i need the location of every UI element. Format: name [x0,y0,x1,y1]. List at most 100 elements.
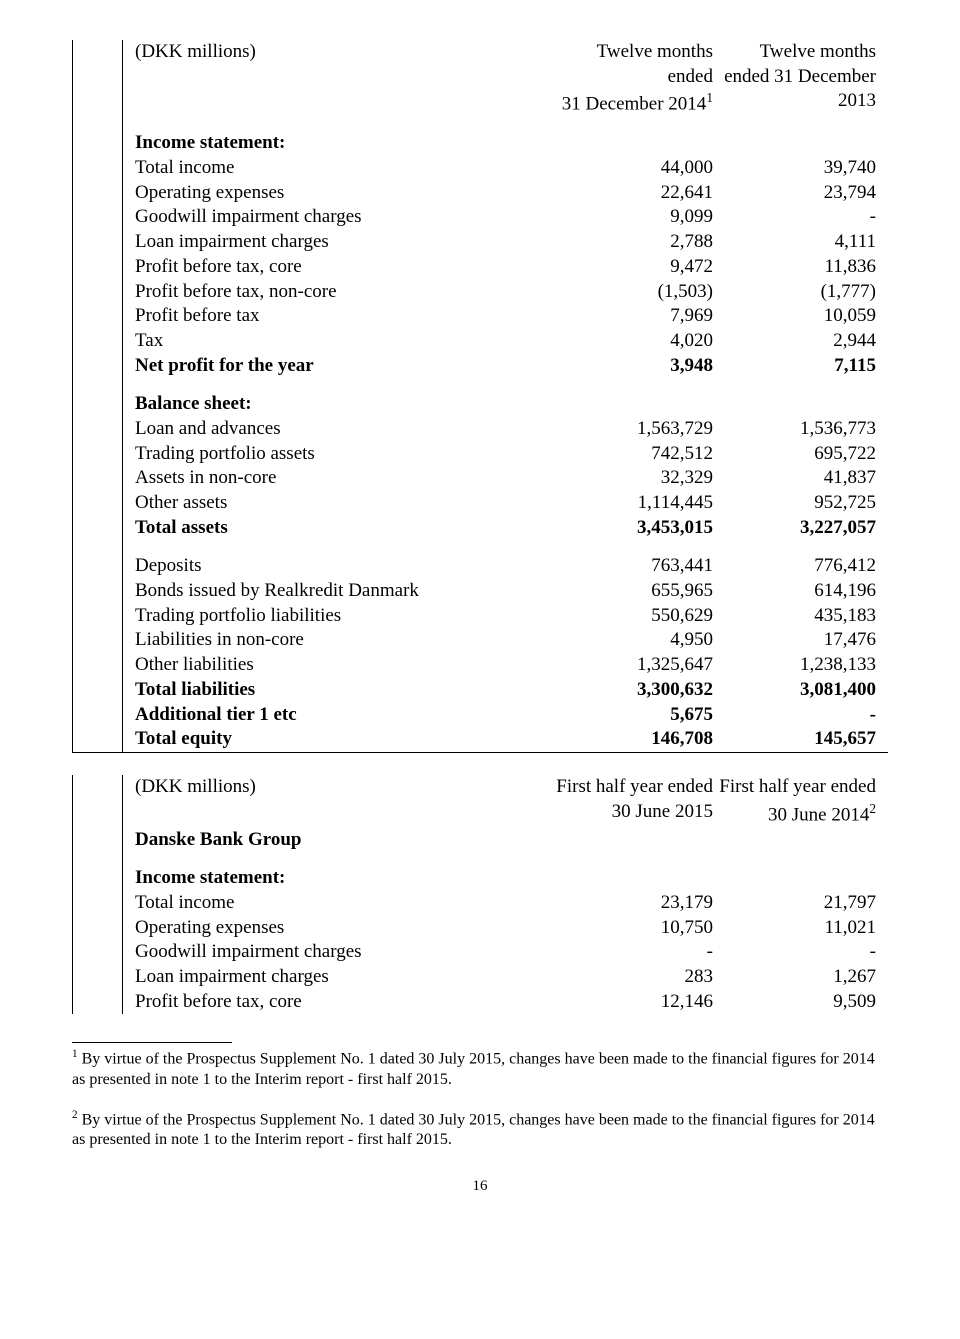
table-row: Total income23,17921,797 [135,891,876,916]
col1-line2: 30 June 2015 [550,800,713,828]
row-value-1: 283 [550,965,713,990]
row-label: Assets in non-core [135,466,550,491]
row-value-2: 1,267 [713,965,876,990]
section-title-row: Income statement: [135,131,876,156]
table-row: Goodwill impairment charges9,099- [135,205,876,230]
row-value-2: 145,657 [713,727,876,752]
row-value-1: 44,000 [550,156,713,181]
col2-line2: 30 June 20142 [713,800,876,828]
row-value-2: 11,021 [713,916,876,941]
col2-line1: Twelve months [713,40,876,65]
row-value-2: 614,196 [713,579,876,604]
footnotes-block: 1 By virtue of the Prospectus Supplement… [72,1042,888,1150]
left-gutter [73,775,123,1015]
col1-line1: First half year ended [550,775,713,800]
row-value-2: 952,725 [713,491,876,516]
table-row: Liabilities in non-core4,95017,476 [135,628,876,653]
row-value-2: 41,837 [713,466,876,491]
row-label: Operating expenses [135,916,550,941]
row-value-2: 3,227,057 [713,516,876,541]
table-row: Net profit for the year3,9487,115 [135,354,876,379]
table-header-row: (DKK millions) Twelve months Twelve mont… [135,40,876,65]
col2-line2: ended 31 December [713,65,876,90]
row-label: Loan and advances [135,417,550,442]
row-value-1: 9,472 [550,255,713,280]
row-label: Trading portfolio liabilities [135,604,550,629]
table-row: Loan impairment charges2831,267 [135,965,876,990]
row-label: Total equity [135,727,550,752]
page-number: 16 [72,1178,888,1195]
row-value-2: (1,777) [713,280,876,305]
row-value-1: 742,512 [550,442,713,467]
row-value-2: 2,944 [713,329,876,354]
table-row: Loan and advances1,563,7291,536,773 [135,417,876,442]
row-value-1: 1,325,647 [550,653,713,678]
left-gutter [73,40,123,752]
table-row: Total income44,00039,740 [135,156,876,181]
row-label: Liabilities in non-core [135,628,550,653]
group-name-row: Danske Bank Group [135,828,876,853]
row-label: Additional tier 1 etc [135,703,550,728]
row-value-2: - [713,940,876,965]
row-value-1: (1,503) [550,280,713,305]
row-value-2: - [713,703,876,728]
row-value-1: 5,675 [550,703,713,728]
table-row: Loan impairment charges2,7884,111 [135,230,876,255]
income-statement-title: Income statement: [135,866,550,891]
row-value-1: - [550,940,713,965]
row-label: Other liabilities [135,653,550,678]
row-value-2: 4,111 [713,230,876,255]
table-row: Additional tier 1 etc5,675- [135,703,876,728]
table-row: Trading portfolio liabilities550,629435,… [135,604,876,629]
row-label: Total liabilities [135,678,550,703]
row-value-1: 12,146 [550,990,713,1015]
row-value-1: 9,099 [550,205,713,230]
row-value-1: 23,179 [550,891,713,916]
footnote-1-text: By virtue of the Prospectus Supplement N… [72,1051,875,1088]
row-value-2: 21,797 [713,891,876,916]
row-value-1: 10,750 [550,916,713,941]
row-label: Loan impairment charges [135,230,550,255]
row-label: Profit before tax, core [135,990,550,1015]
table-row: Assets in non-core32,32941,837 [135,466,876,491]
table-row: Bonds issued by Realkredit Danmark655,96… [135,579,876,604]
balance-sheet-title: Balance sheet: [135,392,550,417]
table-row: Deposits763,441776,412 [135,554,876,579]
col1-line2: ended [550,65,713,90]
row-value-2: 23,794 [713,181,876,206]
row-value-1: 22,641 [550,181,713,206]
row-value-2: 10,059 [713,304,876,329]
row-value-2: 776,412 [713,554,876,579]
row-label: Other assets [135,491,550,516]
page-container: (DKK millions) Twelve months Twelve mont… [0,0,960,1235]
row-label: Goodwill impairment charges [135,940,550,965]
footnote-2-text: By virtue of the Prospectus Supplement N… [72,1111,875,1148]
lower-content: (DKK millions) First half year ended Fir… [123,775,888,1015]
table-row: Other liabilities1,325,6471,238,133 [135,653,876,678]
group-name: Danske Bank Group [135,828,550,853]
row-label: Total assets [135,516,550,541]
row-value-2: 39,740 [713,156,876,181]
upper-table-frame: (DKK millions) Twelve months Twelve mont… [72,40,888,753]
row-value-1: 763,441 [550,554,713,579]
row-value-2: 9,509 [713,990,876,1015]
row-value-1: 146,708 [550,727,713,752]
row-label: Bonds issued by Realkredit Danmark [135,579,550,604]
table-row: Other assets1,114,445952,725 [135,491,876,516]
row-value-1: 3,453,015 [550,516,713,541]
col2-line2-text: 30 June 2014 [768,804,869,825]
upper-content: (DKK millions) Twelve months Twelve mont… [123,40,888,752]
row-value-2: 3,081,400 [713,678,876,703]
row-label: Net profit for the year [135,354,550,379]
row-label: Total income [135,891,550,916]
row-value-1: 4,950 [550,628,713,653]
table-row: Tax4,0202,944 [135,329,876,354]
row-value-2: 695,722 [713,442,876,467]
row-value-2: - [713,205,876,230]
table-row: Profit before tax, core9,47211,836 [135,255,876,280]
row-label: Profit before tax, non-core [135,280,550,305]
footnote-1: 1 By virtue of the Prospectus Supplement… [72,1047,888,1089]
row-value-2: 17,476 [713,628,876,653]
table-row: Profit before tax, core12,1469,509 [135,990,876,1015]
table-row: Trading portfolio assets742,512695,722 [135,442,876,467]
